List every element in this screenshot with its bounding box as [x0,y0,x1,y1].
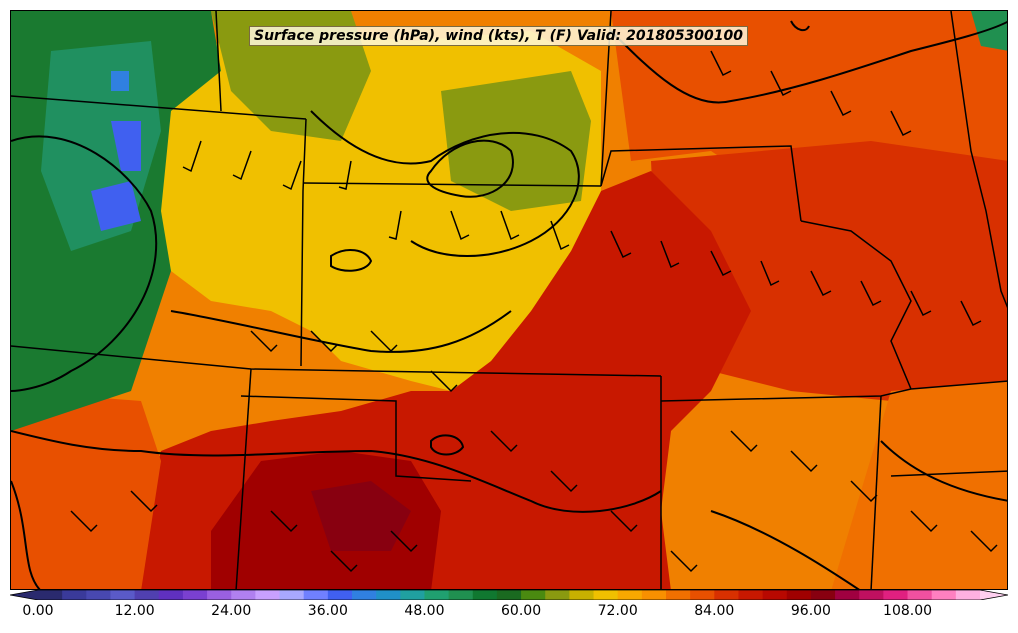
colorbar-swatch [545,590,570,600]
colorbar-swatch [400,590,425,600]
colorbar-swatch [134,590,160,600]
colorbar-swatch [666,590,691,600]
colorbar-tick-label: 36.00 [307,603,348,619]
temperature-colorbar [10,590,1008,600]
colorbar-swatch [158,590,184,600]
colorbar-swatch [327,590,353,600]
colorbar-extend-low [10,590,38,600]
colorbar-swatch [786,590,812,600]
state-boundaries [11,11,1007,589]
colorbar-tick-label: 12.00 [114,603,155,619]
colorbar-swatch [521,590,546,600]
colorbar-swatch [472,590,498,600]
colorbar-swatch [303,590,329,600]
colorbar-swatch [859,590,884,600]
colorbar-swatch [738,590,764,600]
colorbar-swatch [182,590,208,600]
pressure-isobars [11,20,1007,589]
colorbar-tick-label: 24.00 [211,603,252,619]
colorbar-swatch [352,590,377,600]
colorbar-tick-label: 48.00 [404,603,445,619]
colorbar-swatch [279,590,305,600]
colorbar-swatch [86,590,111,600]
wind-barbs [70,50,998,573]
temperature-field-cold-spot-1 [111,121,141,171]
temperature-field-cold-spot-2 [91,181,141,231]
temperature-map [11,11,1007,589]
colorbar-tick-label: 72.00 [597,603,638,619]
temperature-field-southeast [831,381,1007,589]
colorbar-tick-label: 96.00 [790,603,831,619]
colorbar-swatch [835,590,860,600]
colorbar-swatch [38,590,63,600]
colorbar-swatch [883,590,909,600]
temperature-field-cool-patch [441,71,591,211]
colorbar-swatch [231,590,256,600]
colorbar-swatch [641,590,667,600]
colorbar-swatch [496,590,522,600]
colorbar-tick-label: 60.00 [501,603,542,619]
temperature-field-cold-spot-3 [111,71,129,91]
colorbar-swatch [931,590,957,600]
colorbar-swatch [255,590,281,600]
colorbar-swatch [690,590,715,600]
map-title: Surface pressure (hPa), wind (kts), T (F… [249,26,749,46]
colorbar-swatch [762,590,788,600]
map-panel: Surface pressure (hPa), wind (kts), T (F… [10,10,1008,590]
temperature-field-ne-corner [971,11,1007,51]
colorbar-swatch [714,590,739,600]
colorbar-swatch [448,590,474,600]
colorbar-tick-label: 84.00 [694,603,735,619]
temperature-field-central-east [651,141,1007,401]
colorbar-swatch [907,590,933,600]
colorbar-swatch [376,590,401,600]
colorbar-swatch [955,590,981,600]
colorbar-tick-label: 0.00 [22,603,54,619]
colorbar-extend-high [980,590,1008,600]
colorbar-tick-label: 108.00 [883,603,933,619]
colorbar-swatch [62,590,87,600]
colorbar-swatch [810,590,836,600]
temperature-field-hottest [311,481,411,551]
colorbar-swatch [207,590,232,600]
colorbar-swatch [569,590,595,600]
colorbar-swatch [617,590,643,600]
colorbar-swatch [110,590,136,600]
colorbar-swatch [593,590,619,600]
colorbar-swatch [424,590,450,600]
